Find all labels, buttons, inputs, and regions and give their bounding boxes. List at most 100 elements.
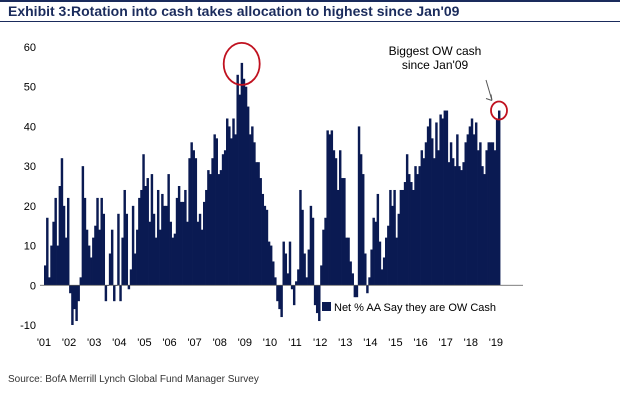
bar bbox=[477, 150, 480, 286]
bar bbox=[198, 213, 202, 286]
bar bbox=[403, 182, 407, 286]
bar bbox=[324, 217, 327, 286]
bar bbox=[422, 158, 426, 286]
bar bbox=[368, 277, 371, 286]
bar bbox=[228, 126, 231, 286]
bar bbox=[483, 174, 486, 286]
bar bbox=[190, 142, 193, 286]
bar bbox=[297, 269, 300, 286]
bar bbox=[104, 285, 108, 302]
bar bbox=[265, 209, 269, 286]
bar bbox=[119, 285, 122, 302]
bar bbox=[56, 245, 59, 286]
bar bbox=[261, 193, 265, 286]
y-tick-label: 60 bbox=[24, 42, 36, 54]
bar bbox=[77, 285, 80, 302]
bar bbox=[487, 142, 490, 286]
bar bbox=[230, 138, 233, 286]
bar bbox=[284, 253, 288, 286]
bar bbox=[154, 237, 158, 286]
bar bbox=[497, 110, 501, 286]
bar bbox=[217, 174, 221, 286]
bar bbox=[113, 285, 116, 302]
bar bbox=[211, 158, 214, 286]
x-tick-label: '02 bbox=[62, 337, 76, 349]
bar bbox=[322, 229, 325, 286]
bar bbox=[257, 162, 260, 286]
bar bbox=[165, 205, 168, 286]
bar bbox=[69, 285, 72, 294]
bar bbox=[209, 174, 212, 286]
bar bbox=[150, 174, 154, 286]
bar bbox=[125, 213, 129, 286]
bar bbox=[460, 170, 463, 286]
bar bbox=[282, 241, 285, 286]
x-tick-label: '01 bbox=[37, 337, 51, 349]
bar bbox=[301, 209, 304, 286]
bar bbox=[110, 229, 114, 286]
bar bbox=[226, 118, 229, 286]
legend-label: Net % AA Say they are OW Cash bbox=[334, 302, 496, 314]
bar bbox=[87, 245, 91, 286]
bar bbox=[152, 213, 156, 286]
annotation-line-1: Biggest OW cash bbox=[389, 44, 482, 58]
bar bbox=[468, 126, 472, 286]
bar bbox=[85, 229, 89, 286]
bar bbox=[418, 166, 421, 286]
bar bbox=[96, 197, 99, 286]
bar bbox=[81, 166, 85, 286]
bar bbox=[223, 150, 227, 286]
bar bbox=[259, 178, 262, 286]
bar bbox=[481, 166, 484, 286]
bar bbox=[163, 205, 166, 286]
bar bbox=[203, 201, 206, 286]
bar bbox=[52, 221, 55, 286]
bar bbox=[238, 94, 242, 286]
x-tick-label: '18 bbox=[464, 337, 478, 349]
bar bbox=[305, 277, 308, 286]
bar bbox=[370, 249, 373, 286]
bar bbox=[48, 277, 51, 286]
bar bbox=[424, 142, 428, 286]
bar bbox=[73, 285, 76, 310]
bar bbox=[439, 114, 442, 286]
y-tick-label: -10 bbox=[20, 320, 36, 332]
bar bbox=[131, 205, 135, 286]
bar bbox=[433, 158, 436, 286]
bar bbox=[405, 154, 409, 286]
bar bbox=[458, 166, 461, 286]
bar bbox=[414, 166, 417, 286]
x-tick-label: '15 bbox=[388, 337, 402, 349]
bar bbox=[175, 197, 179, 286]
bar bbox=[359, 154, 363, 286]
bar bbox=[443, 110, 447, 286]
x-tick-label: '14 bbox=[363, 337, 377, 349]
bar bbox=[454, 166, 457, 286]
x-tick-label: '16 bbox=[413, 337, 427, 349]
bar bbox=[410, 182, 413, 286]
y-tick-label: 10 bbox=[24, 241, 36, 253]
bar bbox=[138, 197, 141, 286]
bar bbox=[437, 150, 440, 286]
bar bbox=[186, 221, 189, 286]
peak-highlight-circle bbox=[222, 42, 261, 86]
bar bbox=[318, 285, 321, 322]
bar bbox=[188, 158, 191, 286]
bar bbox=[343, 178, 346, 286]
bar bbox=[171, 237, 175, 286]
bar bbox=[117, 213, 120, 286]
chart-title: Exhibit 3:Rotation into cash takes alloc… bbox=[8, 3, 460, 19]
bar bbox=[142, 154, 145, 286]
bar bbox=[127, 285, 131, 290]
x-tick-label: '11 bbox=[288, 337, 302, 349]
bar bbox=[420, 150, 424, 286]
bar bbox=[307, 249, 311, 286]
bar bbox=[286, 273, 290, 286]
bar bbox=[336, 189, 340, 286]
latest-highlight-circle bbox=[490, 100, 508, 121]
bar bbox=[253, 142, 256, 286]
bar bbox=[491, 142, 495, 286]
bar bbox=[389, 189, 392, 286]
bar bbox=[449, 142, 453, 286]
bar bbox=[46, 217, 49, 286]
